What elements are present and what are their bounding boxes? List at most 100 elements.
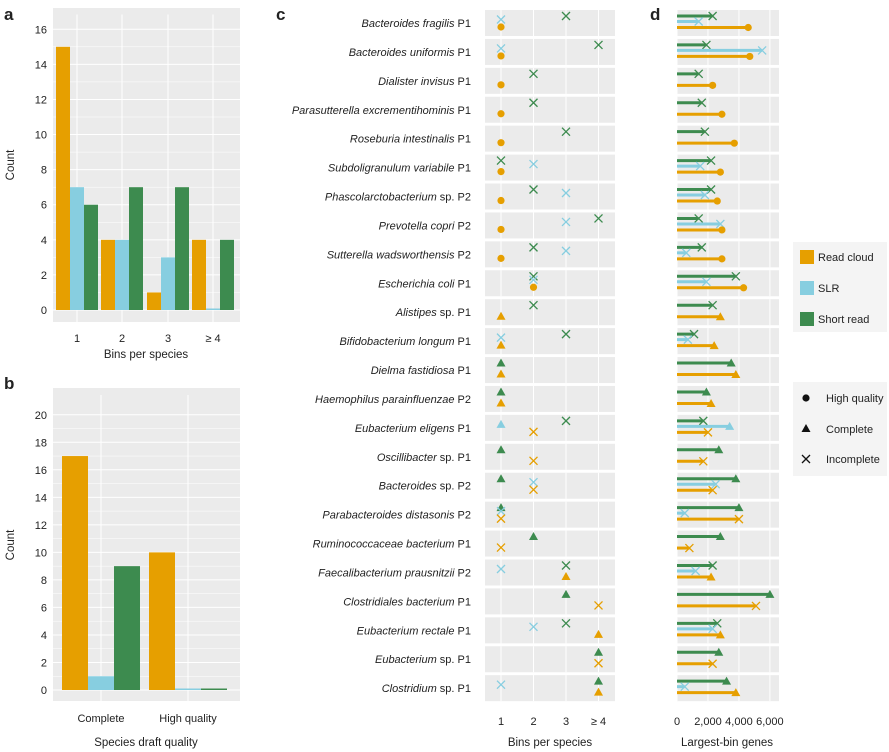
- genes-row: [676, 10, 779, 36]
- genes-point-read-cloud: [715, 630, 725, 639]
- species-name: Faecalibacterium prausnitzii: [318, 567, 455, 579]
- genes-row: [676, 241, 779, 268]
- species-row: Alistipes sp. P1: [395, 299, 615, 326]
- species-label: Faecalibacterium prausnitzii P2: [318, 567, 471, 579]
- genes-row: [676, 646, 779, 673]
- panel-d-letter: d: [650, 5, 660, 24]
- genes-point-read-cloud: [713, 197, 721, 205]
- species-suffix: sp. P1: [437, 654, 471, 666]
- species-point-read-cloud: [497, 196, 505, 205]
- genes-row-background: [677, 443, 779, 470]
- genes-row: [676, 414, 779, 441]
- species-point-slr: [561, 246, 571, 256]
- species-suffix: sp. P1: [437, 683, 471, 695]
- species-label: Bacteroides fragilis P1: [362, 18, 471, 30]
- legend-complete-icon: [801, 424, 811, 432]
- species-row-background: [485, 385, 615, 412]
- species-label: Roseburia intestinalis P1: [350, 134, 471, 146]
- species-row-background: [485, 675, 615, 702]
- genes-row: [676, 501, 779, 528]
- b-ytick-label: 16: [35, 465, 47, 477]
- species-point-short-read: [496, 156, 506, 166]
- species-row: Clostridiales bacterium P1: [343, 588, 615, 615]
- genes-row: [676, 472, 779, 499]
- genes-row-background: [677, 241, 779, 268]
- a-ytick-label: 0: [41, 305, 47, 317]
- genes-row-background: [677, 67, 779, 94]
- species-suffix: P2: [454, 220, 471, 232]
- species-row: Escherichia coli P1: [378, 270, 615, 297]
- a-ytick-label: 16: [35, 24, 47, 36]
- species-row-background: [485, 414, 615, 441]
- a-ytick-label: 12: [35, 94, 47, 106]
- panel-b-letter: b: [4, 374, 14, 393]
- d-xtick-label: 6,000: [756, 716, 784, 728]
- genes-row-background: [677, 530, 779, 557]
- species-suffix: P1: [454, 134, 471, 146]
- species-point-short-read: [529, 69, 538, 79]
- species-point-read-cloud: [529, 456, 538, 466]
- panel-d-xlabel: Largest-bin genes: [681, 737, 773, 749]
- species-label: Ruminococcaceae bacterium P1: [313, 539, 471, 551]
- genes-point-read-cloud: [734, 514, 744, 524]
- species-suffix: P1: [454, 539, 471, 551]
- species-row-background: [485, 328, 615, 355]
- species-name: Bacteroides uniformis: [349, 47, 455, 59]
- panel-b-xlabel: Species draft quality: [94, 737, 198, 749]
- species-suffix: P2: [454, 567, 471, 579]
- species-row: Bacteroides fragilis P1: [362, 10, 615, 36]
- a-bar-short-read: [220, 239, 234, 310]
- legend-swatch-short-read: [800, 312, 814, 326]
- species-label: Dielma fastidiosa P1: [371, 365, 471, 377]
- species-suffix: sp. P2: [437, 192, 471, 204]
- species-name: Dialister invisus: [378, 76, 455, 88]
- genes-row: [676, 125, 779, 152]
- species-point-slr: [496, 680, 506, 690]
- species-name: Bacteroides fragilis: [362, 18, 455, 30]
- species-point-slr: [496, 15, 506, 24]
- species-row: Clostridium sp. P1: [382, 675, 615, 702]
- genes-row: [676, 67, 779, 94]
- species-point-short-read: [529, 532, 538, 541]
- species-row: Ruminococcaceae bacterium P1: [313, 530, 615, 557]
- b-bar-read-cloud: [149, 552, 175, 690]
- panel-c-xlabel: Bins per species: [508, 737, 593, 749]
- genes-point-read-cloud: [706, 398, 716, 407]
- genes-row-background: [677, 501, 779, 528]
- species-point-short-read: [561, 329, 571, 339]
- species-name: Clostridiales bacterium: [343, 596, 454, 608]
- genes-row: [676, 559, 779, 586]
- species-point-read-cloud: [594, 629, 603, 638]
- species-point-slr: [529, 159, 538, 169]
- species-row-background: [485, 501, 615, 528]
- species-row: Faecalibacterium prausnitzii P2: [318, 559, 615, 586]
- species-suffix: P2: [454, 249, 471, 261]
- a-bar-slr: [161, 257, 175, 310]
- species-point-short-read: [594, 213, 603, 223]
- a-ytick-label: 14: [35, 59, 47, 71]
- genes-point-read-cloud: [708, 485, 718, 495]
- genes-point-slr: [725, 421, 735, 430]
- a-bar-read-cloud: [56, 46, 70, 311]
- legend-swatch-read-cloud: [800, 250, 814, 264]
- species-suffix: P1: [454, 47, 471, 59]
- species-row: Subdoligranulum variabile P1: [328, 154, 615, 181]
- species-suffix: P1: [454, 596, 471, 608]
- species-row: Parabacteroides distasonis P2: [322, 501, 615, 528]
- genes-point-short-read: [722, 676, 732, 685]
- a-xtick-label: 1: [74, 333, 80, 345]
- species-row-background: [485, 38, 615, 65]
- a-bar-read-cloud: [101, 239, 115, 310]
- species-point-short-read: [561, 589, 571, 598]
- species-suffix: sp. P1: [437, 307, 471, 319]
- species-point-read-cloud: [497, 139, 505, 147]
- a-bar-short-read: [129, 187, 143, 310]
- species-point-slr: [496, 333, 506, 343]
- genes-point-slr: [680, 682, 690, 692]
- species-point-short-read: [496, 358, 506, 367]
- species-point-read-cloud: [497, 110, 505, 118]
- species-point-read-cloud: [594, 658, 603, 668]
- species-point-short-read: [529, 271, 538, 281]
- genes-point-short-read: [708, 561, 718, 570]
